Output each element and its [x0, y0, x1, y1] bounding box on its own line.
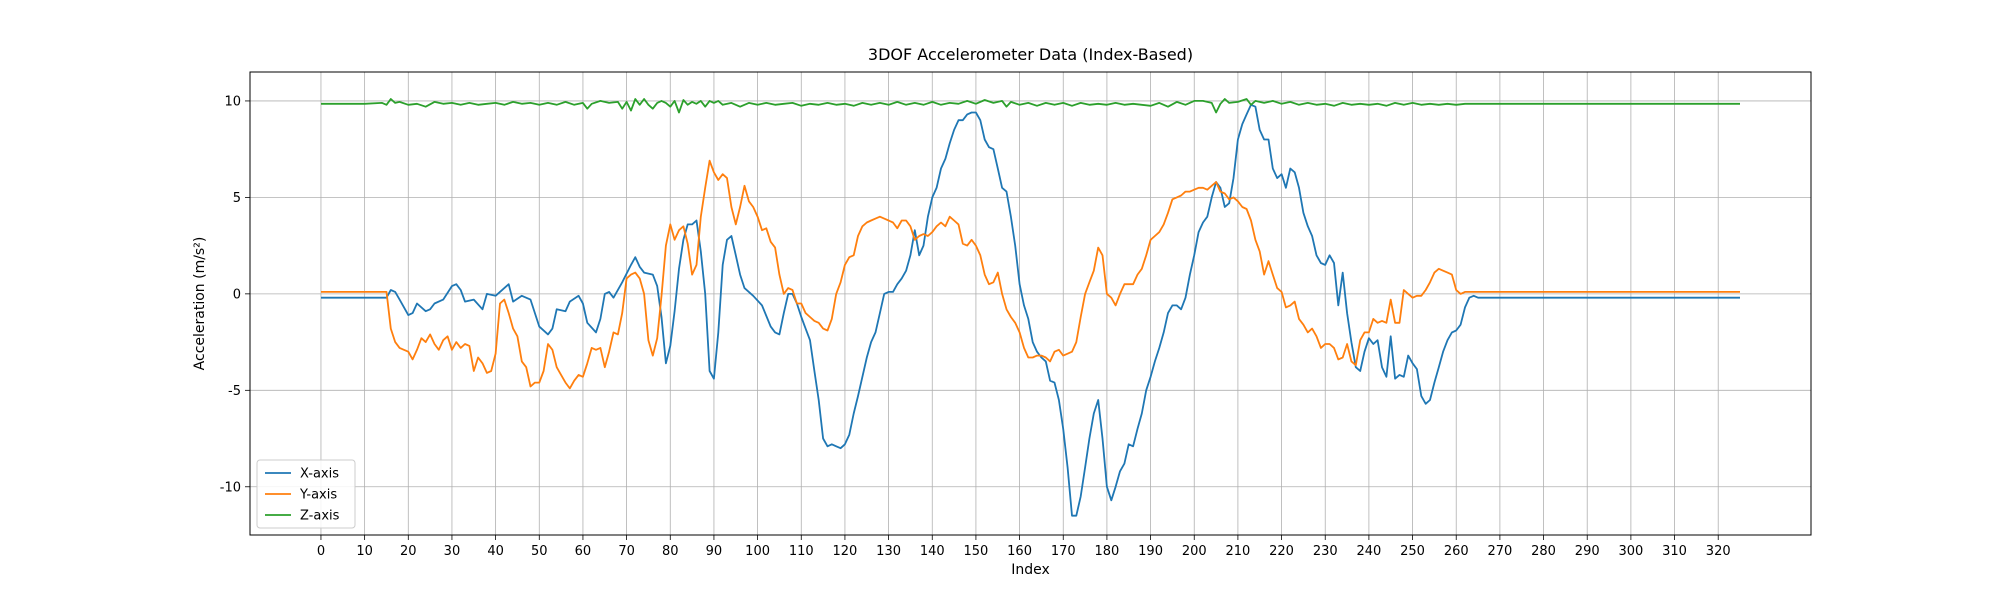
y-tick-label: 5 — [233, 191, 241, 206]
x-tick-label: 210 — [1225, 544, 1250, 559]
x-tick-label: 0 — [317, 544, 325, 559]
x-tick-label: 10 — [356, 544, 373, 559]
legend-box — [256, 459, 356, 529]
x-tick-label: 250 — [1400, 544, 1425, 559]
x-tick-label: 280 — [1531, 544, 1556, 559]
x-tick-label: 110 — [789, 544, 814, 559]
x-tick-label: 240 — [1356, 544, 1381, 559]
plot-frame — [249, 71, 1812, 536]
x-tick-label: 190 — [1138, 544, 1163, 559]
axis-ticks: 0 10 20 30 40 50 60 70 80 90 100 110 120 130 140 150 160… — [220, 94, 1731, 559]
x-tick-label: 60 — [575, 544, 592, 559]
x-tick-label: 120 — [833, 544, 858, 559]
y-tick-label: -10 — [220, 480, 241, 495]
y-tick-label: -5 — [228, 384, 241, 399]
x-tick-label: 180 — [1094, 544, 1119, 559]
series-lines — [321, 98, 1740, 517]
x-tick-label: 310 — [1662, 544, 1687, 559]
legend-label-z-axis: Z-axis — [300, 509, 340, 524]
series-line-z-axis — [321, 98, 1740, 114]
x-tick-label: 170 — [1051, 544, 1076, 559]
x-tick-label: 300 — [1618, 544, 1643, 559]
x-tick-label: 20 — [400, 544, 417, 559]
grid — [250, 72, 1811, 535]
x-tick-label: 30 — [444, 544, 461, 559]
x-tick-label: 260 — [1444, 544, 1469, 559]
legend-label-x-axis: X-axis — [300, 467, 339, 482]
x-tick-label: 80 — [662, 544, 679, 559]
x-tick-label: 200 — [1182, 544, 1207, 559]
x-axis-label: Index — [1011, 562, 1050, 578]
series-line-x-axis — [321, 103, 1740, 517]
x-tick-label: 230 — [1313, 544, 1338, 559]
x-tick-label: 130 — [876, 544, 901, 559]
y-tick-label: 10 — [224, 94, 241, 109]
y-tick-label: 0 — [233, 287, 241, 302]
x-tick-label: 40 — [487, 544, 504, 559]
series-line-y-axis — [321, 159, 1740, 390]
x-tick-label: 150 — [964, 544, 989, 559]
y-axis-label: Acceleration (m/s²) — [192, 237, 208, 371]
x-tick-label: 140 — [920, 544, 945, 559]
chart-title: 3DOF Accelerometer Data (Index-Based) — [868, 45, 1193, 64]
x-tick-label: 100 — [745, 544, 770, 559]
x-tick-label: 90 — [706, 544, 723, 559]
x-tick-label: 320 — [1706, 544, 1731, 559]
x-tick-label: 160 — [1007, 544, 1032, 559]
legend-label-y-axis: Y-axis — [299, 488, 337, 503]
x-tick-label: 220 — [1269, 544, 1294, 559]
x-tick-label: 70 — [618, 544, 635, 559]
x-tick-label: 290 — [1575, 544, 1600, 559]
x-tick-label: 270 — [1487, 544, 1512, 559]
x-tick-label: 50 — [531, 544, 548, 559]
legend: X-axis Y-axis Z-axis — [256, 459, 356, 529]
